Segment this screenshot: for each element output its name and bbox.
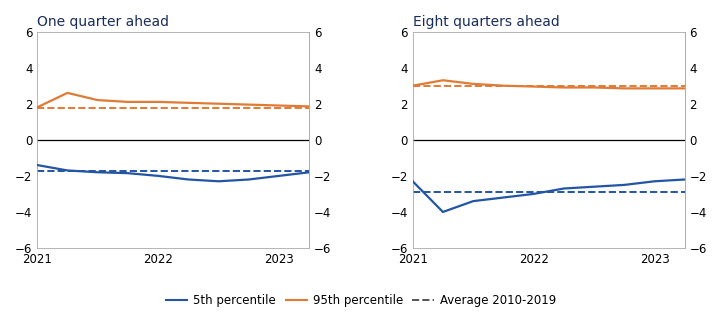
Text: Eight quarters ahead: Eight quarters ahead [413, 15, 560, 29]
Legend: 5th percentile, 95th percentile, Average 2010-2019: 5th percentile, 95th percentile, Average… [162, 290, 560, 312]
Text: One quarter ahead: One quarter ahead [38, 15, 169, 29]
